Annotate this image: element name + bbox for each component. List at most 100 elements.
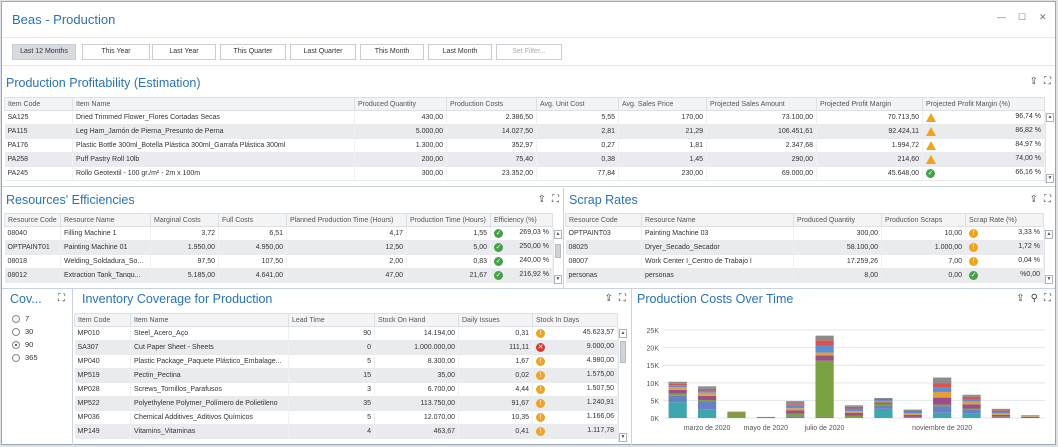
scroll-up-icon[interactable]: ▲ — [1045, 230, 1053, 239]
table-row[interactable]: MP522 Polyethylene Polymer_Polímero de Po… — [74, 396, 618, 411]
export-icon[interactable]: ⇪ — [604, 293, 613, 304]
filter-this-quarter[interactable]: This Quarter — [220, 44, 286, 60]
inventory-table: Item Code Item Name Lead Time Stock On Hand… — [74, 313, 618, 439]
table-cell: 17.259,26 — [793, 254, 882, 269]
status-cell-value: 45.623,57 — [582, 329, 614, 336]
table-cell: 1.300,00 — [354, 138, 447, 153]
export-icon[interactable]: ⇪ — [1029, 76, 1038, 87]
inventory-scrollbar[interactable]: ▲ ▼ — [618, 327, 627, 442]
maximize-panel-icon[interactable]: ⛶ — [1044, 194, 1051, 205]
chart-bar-segment — [815, 360, 834, 417]
table-cell: 2.347,68 — [706, 138, 817, 153]
table-row[interactable]: MP036 Chemical Additives_Aditivos Químico… — [74, 410, 618, 425]
export-icon[interactable]: ⇪ — [1016, 293, 1025, 304]
set-filter-button[interactable]: Set Filter... — [496, 44, 562, 60]
y-tick-label: 10K — [647, 381, 660, 388]
coverage-option-7[interactable]: 7 — [12, 314, 29, 324]
scroll-down-icon[interactable]: ▼ — [554, 275, 562, 284]
table-cell: 0,83 — [406, 254, 491, 269]
export-icon[interactable]: ⇪ — [1029, 194, 1038, 205]
table-row[interactable]: OPTPAINT03 Painting Machine 03 300,00 10,00… — [565, 226, 1044, 241]
table-row[interactable]: OPTPAINT01 Painting Machine 01 1.950,00 4.9… — [4, 240, 553, 255]
chart-bar-segment — [697, 395, 717, 401]
coverage-option-90[interactable]: 90 — [12, 340, 33, 350]
table-row[interactable]: 08012 Extraction Tank_Tanqu... 5.185,00 4.6… — [4, 268, 553, 283]
table-row[interactable]: SA307 Cut Paper Sheet - Sheets 0 1.000.000,… — [74, 340, 618, 355]
maximize-panel-icon[interactable]: ⛶ — [58, 293, 65, 304]
filter-this-year[interactable]: This Year — [82, 44, 150, 60]
table-row[interactable]: PA115 Leg Ham_Jamón de Pierna_Presunto de… — [4, 124, 1045, 139]
scroll-up-icon[interactable]: ▲ — [619, 329, 627, 338]
chart-bar-segment — [668, 387, 687, 390]
maximize-panel-icon[interactable]: ⛶ — [619, 293, 626, 304]
status-cell: ! 1.240,91 — [532, 396, 618, 411]
chart-bar-segment — [844, 406, 864, 409]
close-icon[interactable]: ✕ — [1039, 12, 1047, 22]
table-row[interactable]: MP010 Steel_Acero_Aço 90 14.194,00 0,31! 45.6… — [74, 326, 618, 341]
chart-bar-segment — [697, 392, 717, 396]
table-row[interactable]: PA176 Plastic Bottle 300ml_Botella Plásti… — [4, 138, 1045, 153]
scroll-thumb[interactable] — [555, 244, 561, 258]
table-row[interactable]: MP028 Screws_Tornillos_Parafusos 3 6.700,00… — [74, 382, 618, 397]
scroll-up-icon[interactable]: ▲ — [554, 230, 562, 239]
status-cell: ✕ 9.000,00 — [532, 340, 618, 355]
scrap-panel: Scrap Rates ⇪ ⛶ Resource Code Resource Nam… — [565, 188, 1055, 288]
table-cell: 35,00 — [374, 368, 459, 383]
warning-icon — [926, 113, 936, 122]
chart-bar-segment — [786, 404, 805, 406]
chart-bar-segment — [874, 400, 893, 402]
status-cell-value: 240,00 % — [519, 257, 549, 264]
scrap-scrollbar[interactable]: ▲ ▼ — [1044, 228, 1053, 284]
coverage-option-30[interactable]: 30 — [12, 327, 33, 337]
table-cell: 4,44 — [458, 382, 533, 397]
resources-scrollbar[interactable]: ▲ ▼ — [553, 228, 562, 284]
scroll-thumb[interactable] — [620, 341, 626, 363]
filter-icon[interactable]: ⚲ — [1030, 293, 1038, 304]
chart-bar-segment — [668, 385, 687, 388]
profitability-scrollbar[interactable]: ▲ ▼ — [1045, 111, 1054, 183]
maximize-icon[interactable]: ☐ — [1018, 12, 1027, 22]
table-row[interactable]: 08018 Welding_Soldadura_So... 97,50 107,50 2… — [4, 254, 553, 269]
divider — [563, 188, 564, 288]
y-tick-label: 5K — [650, 398, 659, 405]
filter-last-month[interactable]: Last Month — [428, 44, 492, 60]
table-row[interactable]: 08040 Filling Machine 1 3,72 6,51 4,17 1,55 ✓ 2… — [4, 226, 553, 241]
table-row[interactable]: PA245 Rollo Geotextil - 100 gr./m² - 2m x… — [4, 166, 1045, 181]
maximize-panel-icon[interactable]: ⛶ — [552, 194, 559, 205]
table-cell: 1,67 — [458, 354, 533, 369]
profitability-panel: Production Profitability (Estimation) ⇪ ⛶… — [2, 67, 1055, 187]
filter-last-year[interactable]: Last Year — [152, 44, 216, 60]
status-cell: 96,74 % — [922, 110, 1045, 125]
minimize-icon[interactable]: — — [997, 12, 1006, 22]
table-row[interactable]: 08025 Dryer_Secado_Secador 58.100,00 1.000,… — [565, 240, 1044, 255]
export-icon[interactable]: ⇪ — [537, 194, 546, 205]
coverage-option-365[interactable]: 365 — [12, 353, 38, 363]
filter-last-quarter[interactable]: Last Quarter — [290, 44, 356, 60]
chart-bar-segment — [668, 383, 687, 386]
chart-bar-segment — [903, 416, 922, 418]
chart-bar-segment — [962, 401, 981, 405]
table-row[interactable]: SA125 Dried Trimmed Flower_Flores Cortada… — [4, 110, 1045, 125]
table-row[interactable]: MP519 Pectin_Pectina 15 35,00 0,02! 1.575,00 — [74, 368, 618, 383]
table-row[interactable]: MP149 Vitamins_Vitaminas 4 463,67 0,41! 1.117… — [74, 424, 618, 439]
status-cell: ✓ 269,03 % — [490, 226, 553, 241]
table-cell: MP522 — [74, 396, 131, 411]
filter-this-month[interactable]: This Month — [360, 44, 424, 60]
table-row[interactable]: personas personas 8,00 0,00 ✓ %0,00 — [565, 268, 1044, 283]
table-cell: 4.950,00 — [218, 240, 287, 255]
table-cell: 21,67 — [406, 268, 491, 283]
maximize-panel-icon[interactable]: ⛶ — [1044, 76, 1051, 87]
scroll-down-icon[interactable]: ▼ — [1046, 174, 1054, 183]
scroll-up-icon[interactable]: ▲ — [1046, 113, 1054, 122]
table-row[interactable]: MP040 Plastic Package_Paquete Plástico_Em… — [74, 354, 618, 369]
scroll-down-icon[interactable]: ▼ — [1045, 275, 1053, 284]
table-row[interactable]: 08007 Work Center I_Centro de Trabajo I 17… — [565, 254, 1044, 269]
filter-last-12-months[interactable]: Last 12 Months — [12, 44, 76, 60]
title-bar: Beas - Production — ☐ ✕ — [2, 2, 1055, 38]
scroll-down-icon[interactable]: ▼ — [619, 433, 627, 442]
chart-bar-segment — [844, 405, 864, 407]
chart-bar-segment — [874, 406, 893, 409]
table-row[interactable]: PA258 Puff Pastry Roll 10lb 200,00 75,40 0,3… — [4, 152, 1045, 167]
table-cell: Rollo Geotextil - 100 gr./m² - 2m x 100m — [72, 166, 355, 181]
maximize-panel-icon[interactable]: ⛶ — [1044, 293, 1051, 304]
